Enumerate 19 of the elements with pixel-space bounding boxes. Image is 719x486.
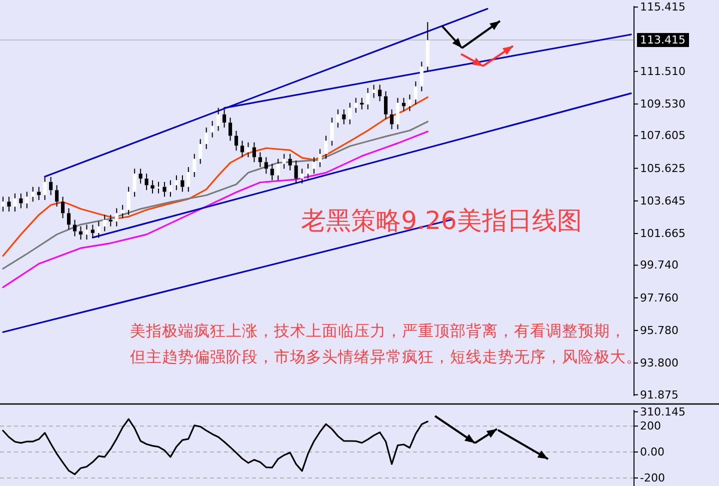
y-tick-label: 115.415: [640, 0, 686, 14]
y-tick-label: 93.800: [640, 356, 678, 370]
y-tick-label: 95.780: [640, 324, 678, 337]
y-tick-label: 91.875: [640, 388, 678, 402]
y-tick-label: 101.665: [640, 227, 686, 240]
y-tick-label: 103.645: [640, 194, 686, 208]
y-tick-label: 111.510: [640, 64, 686, 78]
annotation: 美指极端疯狂上涨，技术上面临压力，严重顶部背离，有看调整预期，: [130, 322, 626, 340]
y-tick-label: 200: [640, 420, 661, 433]
y-tick-label: -200: [640, 471, 665, 484]
y-tick-label: 0.00: [640, 446, 664, 459]
y-tick-label: 99.740: [640, 258, 678, 272]
annotation: 但主趋势偏强阶段，市场多头情绪异常疯狂，短线走势无序，风险极大。: [130, 348, 642, 366]
y-tick-label: 105.625: [640, 162, 686, 175]
y-tick-label: 97.760: [640, 291, 678, 304]
y-tick-label: 310.145: [640, 405, 686, 418]
ref-line-label: 113.415: [640, 34, 686, 47]
y-tick-label: 107.605: [640, 129, 686, 142]
y-tick-label: 109.530: [640, 97, 686, 110]
